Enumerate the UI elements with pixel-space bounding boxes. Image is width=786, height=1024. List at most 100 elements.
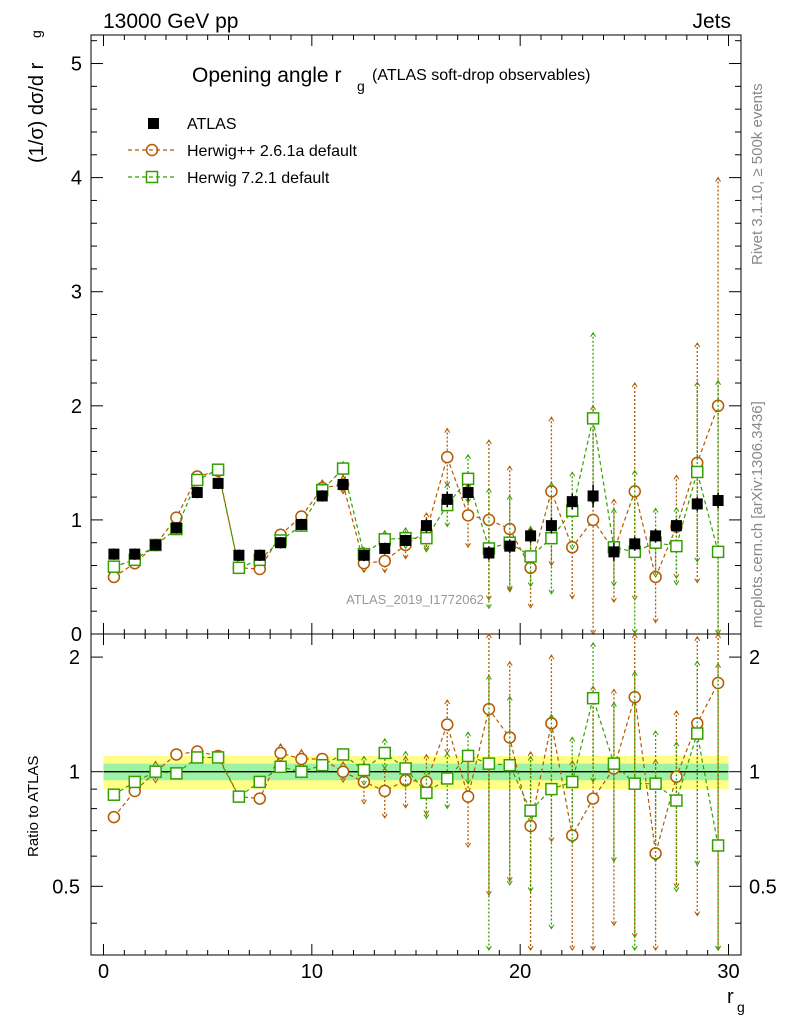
- ratio-herwig7-errorbar-cap: [548, 713, 555, 719]
- herwig7-point: [107, 560, 121, 573]
- herwig7-point: [691, 465, 704, 479]
- ratio-herwig7-point: [461, 749, 475, 763]
- herwig7-errorbar-cap: [506, 494, 513, 500]
- ratio-herwig7-errorbar-cap: [694, 860, 701, 866]
- ratio-herwig7-errorbar-cap: [652, 857, 659, 863]
- ratio-herwig7-errorbar-cap: [590, 641, 597, 648]
- herwig7-point: [461, 472, 475, 486]
- ratio-herwigpp-point: [378, 784, 391, 798]
- ratio-herwigpp-point: [170, 748, 183, 761]
- herwigpp-errorbar-cap: [423, 512, 430, 518]
- ratio-herwig7-point: [191, 751, 204, 764]
- y-tick-label-main: 5: [71, 54, 82, 76]
- y-tick-label-ratio-right: 0.5: [749, 876, 777, 898]
- ratio-herwig7-errorbar-cap: [465, 779, 472, 785]
- ratio-herwig7-errorbar-cap: [485, 945, 492, 952]
- atlas-point: [504, 540, 516, 552]
- ratio-herwig7-point: [274, 760, 287, 774]
- ratio-herwig7-point: [149, 765, 162, 778]
- y-tick-label-main: 0: [71, 624, 82, 646]
- ratio-herwig7-point: [524, 804, 537, 817]
- herwigpp-point: [461, 509, 475, 522]
- herwigpp-point: [586, 513, 600, 527]
- y-tick-label-main: 1: [71, 510, 82, 532]
- ratio-herwig7-point: [482, 757, 496, 770]
- chart-title-sub: g: [357, 78, 365, 94]
- ratio-herwigpp-errorbar-cap: [548, 654, 555, 660]
- atlas-point: [233, 549, 245, 561]
- ratio-herwig7-errorbar-cap: [485, 674, 492, 680]
- ratio-herwig7-errorbar-cap: [465, 731, 472, 737]
- herwig7-errorbar-cap: [444, 482, 451, 488]
- ratio-herwig7-point: [107, 788, 121, 801]
- herwig7-errorbar-cap: [444, 522, 451, 528]
- ratio-herwigpp-errorbar-cap: [381, 813, 388, 819]
- ratio-herwig7-errorbar-cap: [527, 887, 534, 893]
- ratio-herwig7-errorbar-cap: [715, 945, 722, 952]
- herwigpp-errorbar-cap: [402, 554, 409, 560]
- main-panel: 0 1 2 3 4 5: [71, 34, 742, 646]
- ratio-herwig7-errorbar-cap: [590, 777, 597, 783]
- mcplots-label: mcplots.cern.ch [arXiv:1306.3436]: [749, 401, 766, 628]
- legend-label-herwigpp: Herwig++ 2.6.1a default: [187, 143, 357, 160]
- y-axis-label-ratio: Ratio to ATLAS: [25, 756, 42, 857]
- ratio-herwigpp-point: [586, 792, 600, 805]
- herwig7-errorbar-cap: [548, 589, 555, 595]
- herwigpp-point: [378, 554, 391, 568]
- ratio-herwig7-point: [357, 763, 371, 777]
- ratio-herwig7-point: [649, 777, 662, 790]
- ratio-herwigpp-errorbar-cap: [444, 699, 451, 705]
- ratio-herwig7-point: [441, 772, 454, 785]
- atlas-point: [129, 548, 141, 560]
- atlas-point: [650, 530, 662, 542]
- analysis-watermark: ATLAS_2019_I1772062: [346, 592, 484, 607]
- ratio-herwigpp-errorbar-cap: [715, 633, 722, 639]
- atlas-point: [525, 530, 537, 542]
- atlas-point: [608, 546, 620, 558]
- herwigpp-point: [566, 541, 579, 554]
- ratio-herwig7-point: [711, 839, 725, 852]
- ratio-herwig7-errorbar-cap: [402, 782, 409, 789]
- atlas-point: [150, 539, 162, 551]
- ratio-herwig7-point: [628, 777, 641, 790]
- atlas-point: [691, 498, 703, 510]
- atlas-point: [316, 490, 328, 502]
- ratio-herwig7-errorbar-cap: [610, 701, 617, 707]
- ratio-herwig7-point: [232, 790, 246, 803]
- herwig7-errorbar-cap: [694, 381, 701, 387]
- x-tick-label: 30: [717, 961, 739, 983]
- atlas-point: [170, 522, 182, 534]
- atlas-point: [420, 520, 432, 532]
- ratio-herwigpp-errorbar-cap: [569, 759, 576, 766]
- ratio-herwigpp-errorbar-cap: [298, 748, 305, 754]
- herwigpp-point: [441, 450, 454, 464]
- herwigpp-errorbar-cap: [548, 561, 555, 567]
- herwigpp-errorbar-cap: [485, 439, 492, 445]
- ratio-herwigpp-point: [336, 765, 350, 778]
- atlas-point: [379, 542, 391, 554]
- ratio-herwig7-errorbar-cap: [631, 670, 638, 676]
- atlas-point: [337, 479, 349, 491]
- y-tick-label-ratio: 0.5: [52, 876, 80, 898]
- ratio-frame: [90, 633, 742, 956]
- ratio-herwig7-errorbar-cap: [631, 945, 638, 952]
- herwig7-point: [524, 550, 537, 563]
- ratio-herwigpp-errorbar-cap: [152, 760, 159, 766]
- ratio-herwig7-errorbar-cap: [444, 752, 451, 758]
- y-tick-label-ratio-right: 1: [749, 762, 760, 784]
- ratio-herwigpp-errorbar-cap: [340, 760, 347, 767]
- ratio-herwigpp-errorbar-cap: [277, 743, 284, 749]
- herwig7-point: [232, 561, 246, 575]
- ratio-herwig7-errorbar-cap: [569, 838, 576, 845]
- ratio-herwig7-point: [503, 758, 516, 772]
- ratio-herwigpp-errorbar-cap: [694, 635, 701, 642]
- ratio-herwig7-errorbar-cap: [360, 755, 367, 761]
- ratio-herwig7-point: [253, 775, 266, 789]
- ratio-herwigpp-point: [670, 770, 683, 783]
- ratio-herwig7-point: [128, 775, 141, 789]
- atlas-point: [587, 490, 599, 502]
- ratio-herwigpp-errorbar-cap: [631, 633, 638, 639]
- ratio-herwigpp-errorbar-cap: [506, 660, 513, 667]
- herwig7-errorbar-cap: [590, 331, 597, 338]
- ratio-herwigpp-errorbar-cap: [423, 810, 430, 816]
